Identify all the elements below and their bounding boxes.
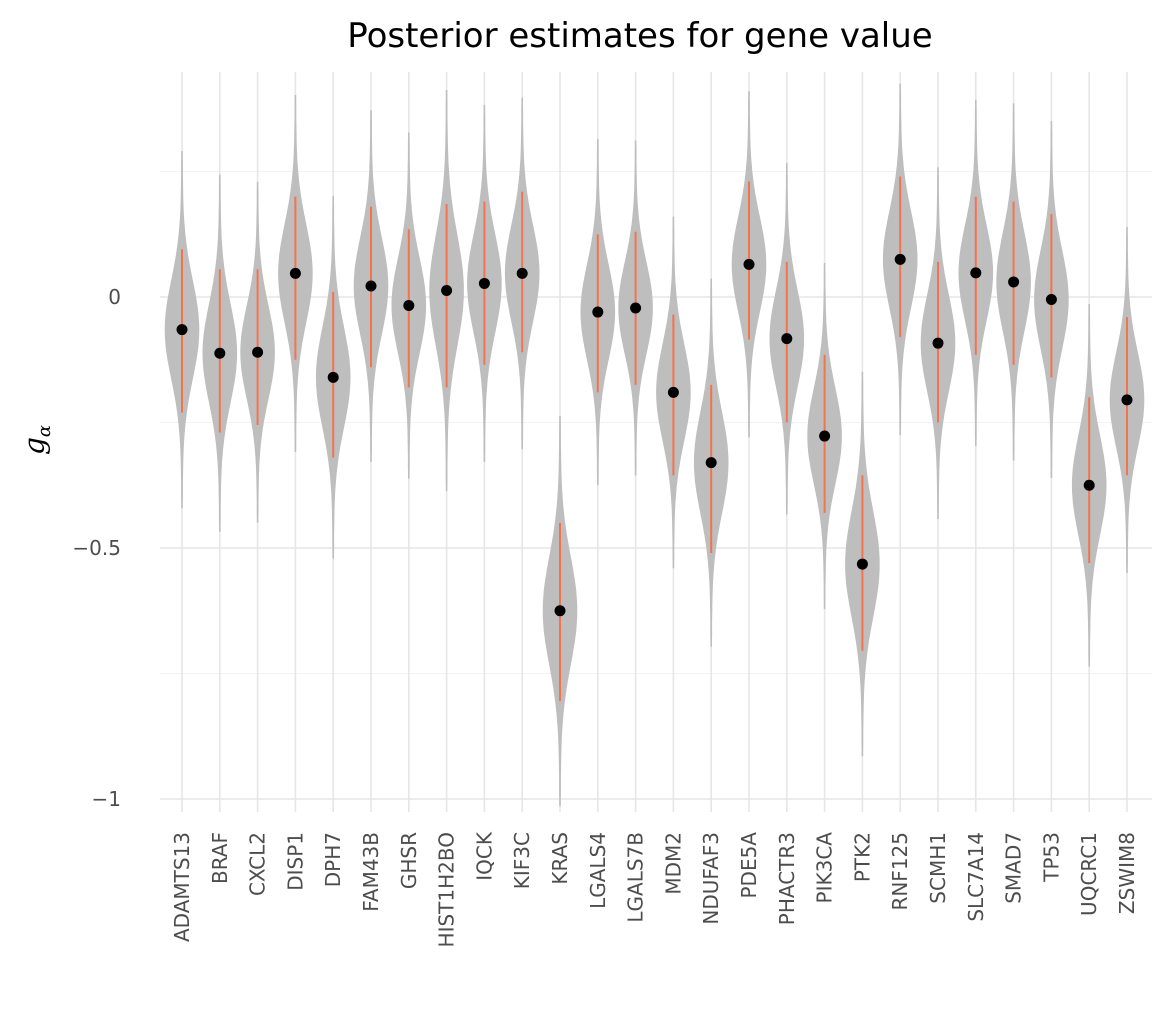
point-ghsr (403, 300, 415, 312)
x-tick-label: KRAS (548, 832, 572, 885)
x-tick-label: SLC7A14 (964, 832, 988, 922)
point-lgals4 (592, 306, 604, 318)
point-disp1 (289, 267, 301, 279)
point-tp53 (1045, 294, 1057, 306)
point-zswim8 (1121, 394, 1133, 406)
point-mdm2 (667, 386, 679, 398)
x-tick-label: LGALS7B (624, 832, 648, 923)
x-tick-label: PIK3CA (813, 832, 837, 904)
x-tick-label: HIST1H2BO (435, 832, 459, 947)
axis-layer: 0 −0.5 −1 ADAMTS13 BRAF CXCL2 DISP1 DPH7 FAM43B G… (72, 285, 1139, 947)
y-axis-label: gα (18, 425, 55, 455)
x-tick-label: UQCRC1 (1077, 832, 1101, 916)
x-tick-label: ADAMTS13 (170, 832, 194, 942)
point-hist1h2bo (441, 284, 453, 296)
point-slc7a14 (970, 267, 982, 279)
point-kras (554, 605, 566, 617)
x-tick-label: MDM2 (661, 832, 685, 895)
point-uqcrc1 (1083, 479, 1095, 491)
x-tick-label: FAM43B (359, 832, 383, 912)
x-tick-label: DPH7 (321, 832, 345, 887)
chart-title: Posterior estimates for gene value (347, 16, 932, 56)
point-rnf125 (894, 253, 906, 265)
y-axis-label-subscript: α (34, 425, 55, 437)
violin-layer (164, 83, 1145, 806)
point-braf (214, 347, 226, 359)
y-tick-label: 0 (108, 285, 121, 309)
x-tick-label: GHSR (397, 832, 421, 889)
point-dph7 (327, 371, 339, 383)
point-cxcl2 (252, 346, 264, 358)
point-pde5a (743, 258, 755, 270)
x-tick-label: BRAF (208, 832, 232, 884)
x-tick-label: PDE5A (737, 832, 761, 899)
x-tick-label: RNF125 (888, 832, 912, 911)
x-tick-label: PHACTR3 (775, 832, 799, 925)
point-adamts13 (176, 324, 188, 336)
x-tick-label: IQCK (472, 831, 496, 881)
point-smad7 (1008, 276, 1020, 288)
point-scmh1 (932, 337, 944, 349)
x-tick-label: SCMH1 (926, 832, 950, 904)
point-phactr3 (781, 333, 793, 345)
grid-layer (160, 72, 1152, 812)
x-tick-label: ZSWIM8 (1115, 832, 1139, 914)
x-tick-label: SMAD7 (1002, 832, 1026, 904)
point-fam43b (365, 280, 377, 292)
point-ptk2 (856, 558, 868, 570)
x-tick-label: DISP1 (283, 832, 307, 891)
x-tick-label: NDUFAF3 (699, 832, 723, 925)
point-lgals7b (630, 302, 642, 314)
x-tick-label: CXCL2 (246, 832, 270, 896)
y-tick-label: −0.5 (72, 536, 121, 560)
x-tick-label: LGALS4 (586, 832, 610, 909)
x-tick-label: KIF3C (510, 832, 534, 889)
point-pik3ca (819, 430, 831, 442)
x-tick-label: TP53 (1039, 832, 1063, 883)
point-ndufaf3 (705, 457, 717, 469)
x-tick-label: PTK2 (850, 832, 874, 882)
point-kif3c (516, 267, 528, 279)
point-iqck (478, 277, 490, 289)
y-tick-label: −1 (92, 787, 121, 811)
y-axis-label-main: g (18, 437, 51, 455)
